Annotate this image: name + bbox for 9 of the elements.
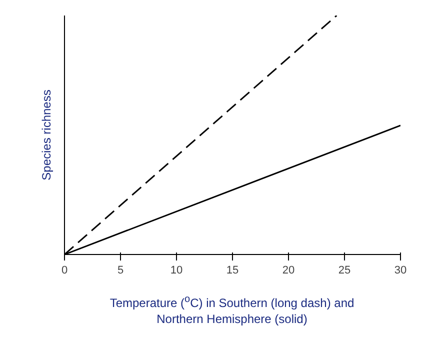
x-tick-label: 15 — [226, 264, 239, 276]
x-tick-label: 30 — [394, 264, 407, 276]
x-tick-label: 5 — [117, 264, 124, 276]
x-axis-title: Temperature ($^{o}$C) in Southern (long dash) and Northern Hemisphere (solid) — [110, 293, 354, 327]
x-tick-label: 20 — [282, 264, 295, 276]
x-tick-label: 10 — [170, 264, 183, 276]
x-tick-label: 0 — [61, 264, 68, 276]
x-tick-label: 25 — [338, 264, 351, 276]
y-axis-title: Species richness — [40, 90, 54, 180]
